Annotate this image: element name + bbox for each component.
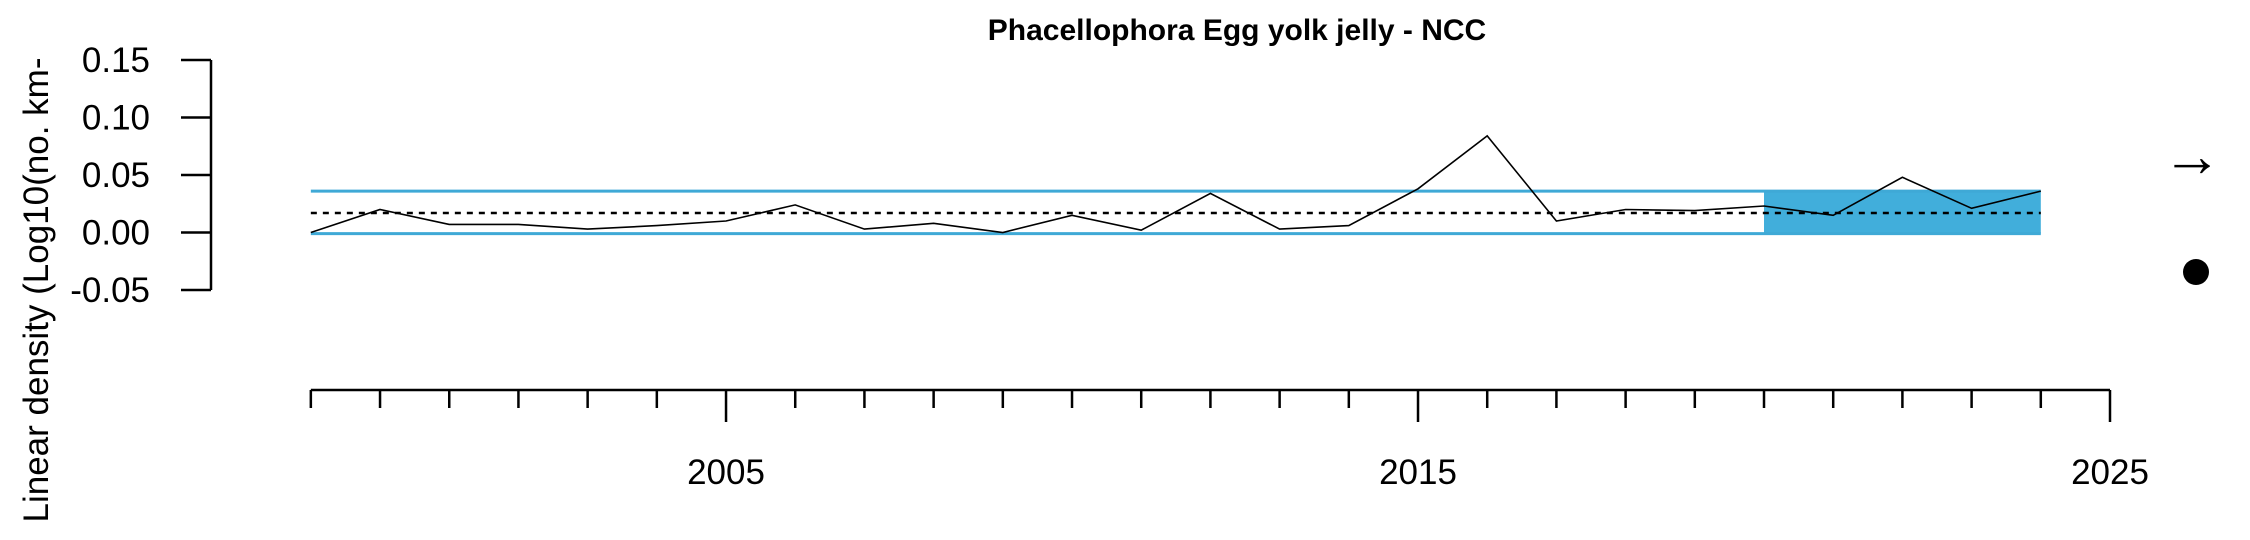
series-polyline (310, 134, 2041, 234)
y-axis-label: Linear density (Log10(no. km- (17, 58, 56, 523)
trend-arrow-icon: → (2162, 122, 2222, 189)
y-tick-label: 0.00 (82, 214, 150, 253)
y-tick-label: 0.15 (82, 41, 150, 80)
chart-title: Phacellophora Egg yolk jelly - NCC (988, 14, 1486, 47)
series-line (310, 134, 2041, 234)
status-dot-icon (2183, 259, 2209, 285)
x-axis: 2005 2015 2025 (309, 388, 2149, 492)
y-tick-label: -0.05 (70, 271, 150, 310)
x-tick-label: 2005 (687, 453, 765, 492)
sd-band-lines (310, 189, 2041, 236)
x-tick-label: 2015 (1379, 453, 1457, 492)
y-tick-label: 0.10 (82, 99, 150, 138)
y-axis: -0.05 0.00 0.05 0.10 0.15 (70, 41, 213, 310)
y-tick-label: 0.05 (82, 156, 150, 195)
x-tick-label: 2025 (2071, 453, 2149, 492)
